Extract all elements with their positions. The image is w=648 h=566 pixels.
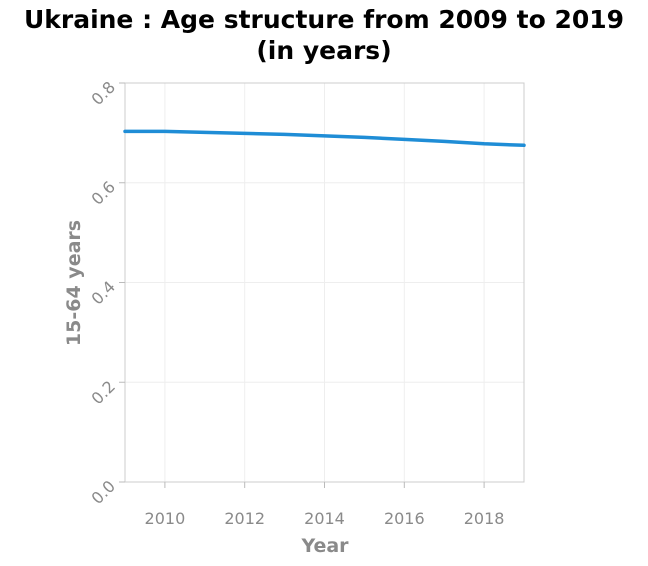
- x-tick-label: 2016: [384, 509, 425, 528]
- y-tick-label: 0.8: [88, 78, 119, 109]
- x-tick-label: 2014: [304, 509, 345, 528]
- y-tick-label: 0.2: [88, 377, 119, 408]
- series-group: [123, 129, 526, 148]
- y-axis-ticks: 0.0 0.2 0.4 0.6 0.8: [88, 78, 125, 508]
- x-tick-label: 2012: [224, 509, 265, 528]
- y-tick-label: 0.0: [88, 477, 119, 508]
- x-tick-label: 2018: [464, 509, 505, 528]
- y-tick-label: 0.6: [88, 177, 119, 208]
- y-axis-label: 15-64 years: [63, 220, 85, 346]
- x-tick-label: 2010: [145, 509, 186, 528]
- x-axis-label: Year: [300, 535, 349, 557]
- chart-title-line-2: (in years): [256, 36, 392, 65]
- y-tick-label: 0.4: [88, 277, 119, 308]
- series-line-0: [123, 129, 526, 148]
- chart-title: Ukraine : Age structure from 2009 to 201…: [0, 4, 648, 66]
- x-axis-ticks: 2010 2012 2014 2016 2018: [145, 482, 505, 528]
- chart-title-line-1: Ukraine : Age structure from 2009 to 201…: [23, 5, 625, 34]
